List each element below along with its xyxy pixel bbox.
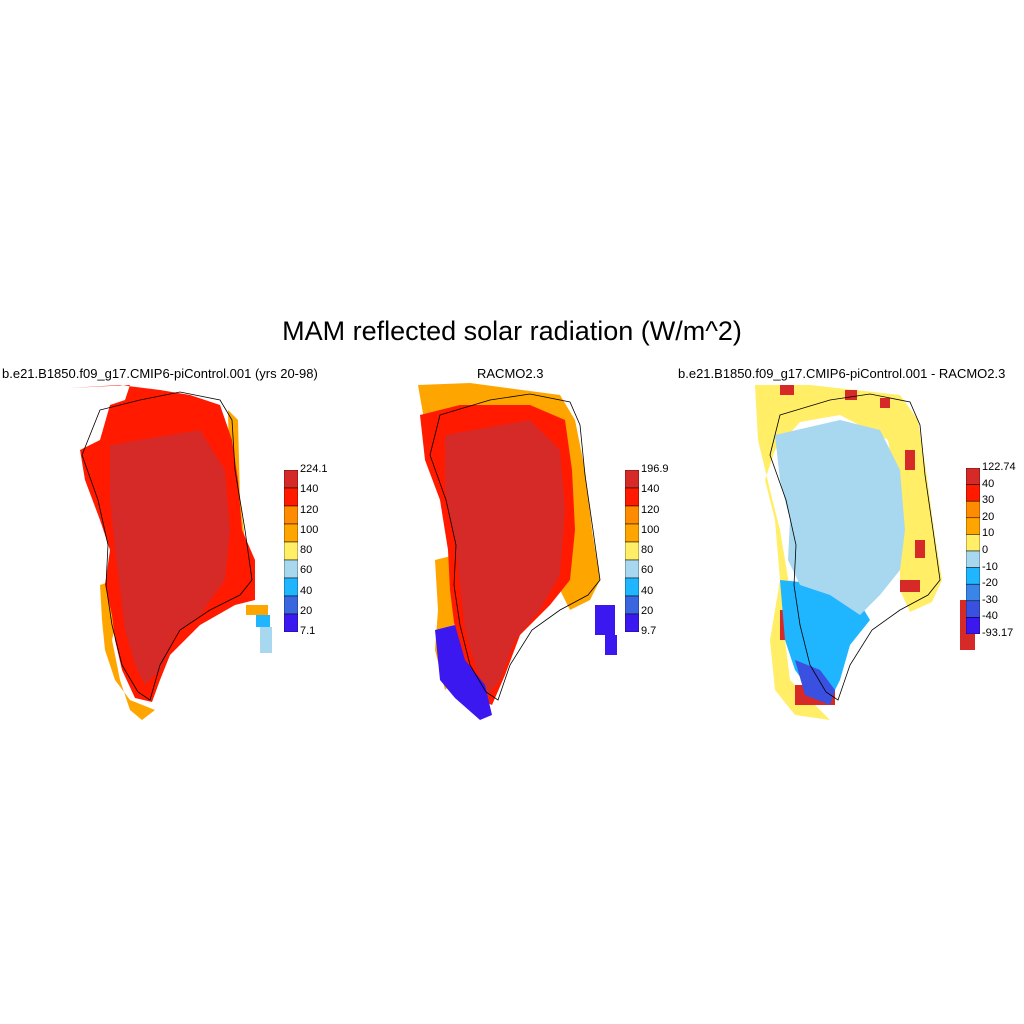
colorbar-tick-label: 224.1 xyxy=(300,463,328,475)
colorbar-tick-label: -40 xyxy=(982,610,998,623)
colorbar-swatch xyxy=(966,600,980,618)
colorbar-swatch xyxy=(625,577,639,597)
spot-5 xyxy=(915,540,925,558)
colorbar-swatch xyxy=(284,559,298,579)
patch-c xyxy=(260,627,272,653)
colorbar-swatch xyxy=(284,487,298,507)
panel-3-interior-layer xyxy=(775,420,905,615)
colorbar-tick-label: 60 xyxy=(300,564,313,577)
panel-3-dark-blue-south xyxy=(795,660,835,705)
panel-2-south-blue xyxy=(435,625,492,720)
spot-2 xyxy=(845,390,857,400)
colorbar-tick-label: 10 xyxy=(982,527,995,540)
colorbar-swatch xyxy=(966,484,980,502)
colorbar-tick-label: 100 xyxy=(300,523,319,536)
colorbar-tick-label: 40 xyxy=(300,584,313,597)
panel-3-interior-region xyxy=(775,420,905,615)
colorbar-swatch xyxy=(625,595,639,615)
colorbar-tick-label: 196.9 xyxy=(641,463,669,475)
colorbar-swatch xyxy=(966,550,980,568)
colorbar-swatch xyxy=(966,617,980,634)
panel-3-deep-blue xyxy=(795,660,835,705)
colorbar-tick-label: 7.1 xyxy=(300,625,316,637)
panel-2-interior-layer xyxy=(445,420,565,695)
colorbar-tick-label: 140 xyxy=(641,483,660,496)
colorbar-swatch xyxy=(284,505,298,525)
colorbar-tick-label: -30 xyxy=(982,593,998,606)
colorbar-tick-label: 0 xyxy=(982,544,989,556)
colorbar-swatch xyxy=(625,487,639,507)
panel-2-coastline xyxy=(429,393,601,701)
colorbar-tick-label: 140 xyxy=(300,483,319,496)
patch-a xyxy=(595,605,615,635)
colorbar-swatch xyxy=(625,559,639,579)
patch-b xyxy=(605,635,617,655)
colorbar-tick-label: 120 xyxy=(300,503,319,516)
colorbar-swatch xyxy=(966,567,980,585)
colorbar-swatch xyxy=(284,470,298,489)
colorbar-tick-label: -10 xyxy=(982,560,998,573)
spot-6 xyxy=(900,580,920,592)
colorbar-swatch xyxy=(284,577,298,597)
panel-3-coastline xyxy=(769,393,941,701)
colorbar-tick-label: 100 xyxy=(641,523,660,536)
colorbar-swatch xyxy=(625,523,639,543)
panel-1-title: b.e21.B1850.f09_g17.CMIP6-piControl.001 … xyxy=(2,366,318,381)
colorbar-tick-label: 122.74 xyxy=(982,461,1016,473)
colorbar-tick-label: 30 xyxy=(982,494,995,507)
colorbar-swatch xyxy=(284,523,298,543)
panel-2-blue-south-layer xyxy=(435,605,617,720)
patch-a xyxy=(246,605,268,615)
colorbar-tick-label: 40 xyxy=(982,477,995,490)
colorbar-tick-label: 40 xyxy=(641,584,654,597)
figure-title: MAM reflected solar radiation (W/m^2) xyxy=(282,316,742,346)
panel-3-title: b.e21.B1850.f09_g17.CMIP6-piControl.001 … xyxy=(678,366,1006,381)
colorbar-swatch xyxy=(284,613,298,632)
colorbar-swatch xyxy=(966,468,980,485)
patch-b xyxy=(256,615,270,627)
colorbar-tick-label: 20 xyxy=(641,604,654,617)
colorbar-tick-label: 80 xyxy=(300,544,313,556)
colorbar-swatch xyxy=(966,500,980,519)
colorbar-tick-label: -20 xyxy=(982,577,998,590)
panel-1-svalbard-patch xyxy=(246,605,272,653)
colorbar-swatch xyxy=(284,595,298,615)
spot-4 xyxy=(905,450,915,470)
panel-3-colorbar xyxy=(966,468,980,634)
panel-1-colorbar xyxy=(284,470,298,632)
colorbar-tick-label: 20 xyxy=(982,510,995,523)
panel-2-interior-region xyxy=(445,420,565,695)
colorbar-swatch xyxy=(966,534,980,552)
panel-1-interior-region xyxy=(110,430,230,685)
colorbar-swatch xyxy=(284,541,298,561)
colorbar-swatch xyxy=(625,470,639,489)
panel-1-coastline xyxy=(81,391,253,701)
colorbar-swatch xyxy=(625,613,639,632)
spot-1 xyxy=(780,385,794,395)
panel-3-map xyxy=(755,385,975,720)
colorbar-swatch xyxy=(625,541,639,561)
panel-2-colorbar xyxy=(625,470,639,632)
colorbar-tick-label: 120 xyxy=(641,503,660,516)
colorbar-swatch xyxy=(966,517,980,535)
colorbar-swatch xyxy=(966,583,980,602)
panel-1-map xyxy=(70,385,272,720)
panel-2-title: RACMO2.3 xyxy=(477,366,544,381)
colorbar-tick-label: 60 xyxy=(641,564,654,577)
panel-2-map xyxy=(418,383,617,720)
spot-3 xyxy=(880,398,890,408)
colorbar-tick-label: -93.17 xyxy=(982,627,1014,639)
colorbar-tick-label: 20 xyxy=(300,604,313,617)
colorbar-tick-label: 9.7 xyxy=(641,625,657,637)
colorbar-tick-label: 80 xyxy=(641,544,654,556)
colorbar-swatch xyxy=(625,505,639,525)
panel-1-interior-layer xyxy=(110,430,230,685)
